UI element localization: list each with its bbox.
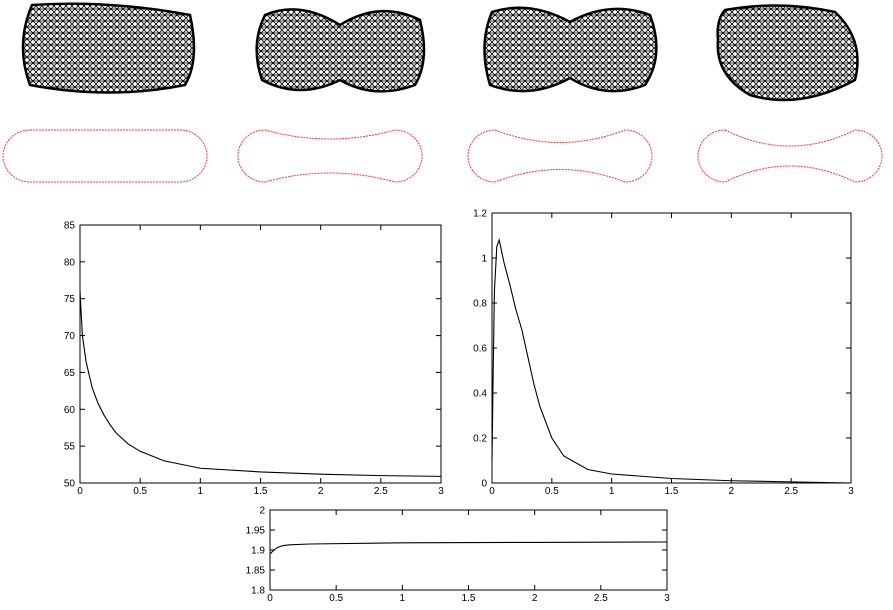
x-tick-label: 3 — [848, 486, 854, 497]
y-tick-label: 1.2 — [473, 209, 487, 220]
x-tick-label: 2 — [729, 486, 735, 497]
mesh-shape — [716, 4, 859, 102]
mesh-shape — [255, 8, 426, 93]
cross-section — [697, 129, 883, 183]
cross-section — [237, 129, 423, 183]
x-tick-label: 0 — [489, 486, 495, 497]
x-tick-label: 0.5 — [545, 486, 559, 497]
y-tick-label: 2 — [259, 506, 265, 517]
plot-frame — [491, 212, 852, 484]
x-tick-label: 1 — [400, 593, 406, 604]
mesh-shape — [21, 2, 196, 94]
y-tick-label: 1.85 — [246, 566, 266, 577]
y-tick-label: 1.9 — [251, 546, 265, 557]
line-series — [491, 237, 852, 484]
y-tick-label: 55 — [64, 442, 76, 453]
x-tick-label: 2 — [318, 486, 324, 497]
x-tick-label: 2.5 — [374, 486, 388, 497]
x-tick-label: 0.5 — [329, 593, 343, 604]
x-tick-label: 1 — [609, 486, 615, 497]
line-series — [79, 291, 442, 477]
plot-frame — [79, 224, 442, 484]
x-tick-label: 2.5 — [784, 486, 798, 497]
x-tick-label: 0 — [267, 593, 273, 604]
x-tick-label: 3 — [664, 593, 670, 604]
y-tick-label: 70 — [64, 331, 76, 342]
meshes — [21, 2, 859, 102]
y-tick-label: 75 — [64, 294, 76, 305]
cross-section — [2, 129, 208, 183]
y-tick-label: 1 — [481, 254, 487, 265]
plot-frame — [269, 509, 668, 591]
y-tick-label: 1.95 — [246, 526, 266, 537]
y-tick-label: 1.8 — [251, 586, 265, 597]
y-tick-label: 0.8 — [473, 299, 487, 310]
chart: 0 0.5 1 1.5 2 2.5 3 1.8 1.85 1.9 1.95 2 — [246, 506, 671, 605]
y-tick-label: 60 — [64, 405, 76, 416]
x-tick-label: 2 — [532, 593, 538, 604]
y-tick-label: 85 — [64, 221, 76, 232]
cross-sections — [2, 129, 883, 183]
x-tick-label: 1.5 — [665, 486, 679, 497]
x-tick-label: 0 — [77, 486, 83, 497]
y-tick-label: 50 — [64, 479, 76, 490]
y-tick-label: 0.4 — [473, 389, 487, 400]
chart: 0 0.5 1 1.5 2 2.5 3 0 0.2 0.4 0.6 0.8 1 1.2 — [473, 209, 854, 498]
line-series — [269, 541, 668, 555]
x-tick-label: 3 — [438, 486, 444, 497]
x-tick-label: 2.5 — [594, 593, 608, 604]
x-tick-label: 1.5 — [254, 486, 268, 497]
x-tick-label: 1.5 — [462, 593, 476, 604]
y-tick-label: 0.6 — [473, 344, 487, 355]
y-tick-label: 0 — [481, 479, 487, 490]
chart: 0 0.5 1 1.5 2 2.5 3 50 55 60 65 70 75 80 85 — [64, 221, 444, 498]
y-tick-label: 65 — [64, 368, 76, 379]
x-tick-label: 0.5 — [133, 486, 147, 497]
cross-section — [467, 129, 653, 183]
y-tick-label: 0.2 — [473, 434, 487, 445]
x-tick-label: 1 — [198, 486, 204, 497]
mesh-shape — [483, 6, 658, 93]
y-tick-label: 80 — [64, 257, 76, 268]
